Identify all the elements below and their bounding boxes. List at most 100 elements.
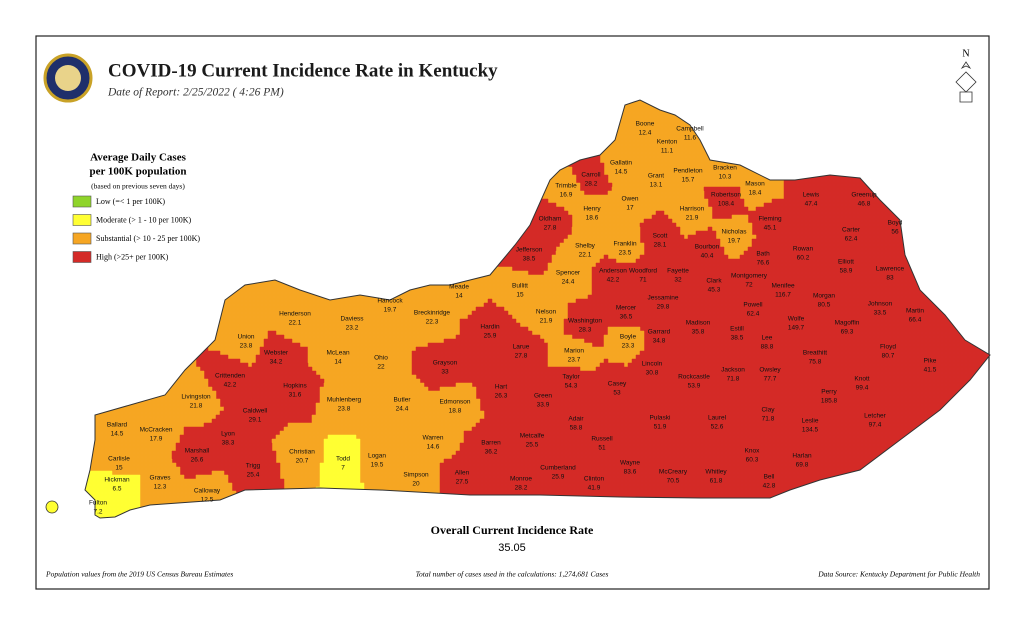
county-value: 23.2: [346, 325, 359, 332]
county-name: Trigg: [246, 463, 261, 470]
county-value: 38.5: [731, 335, 744, 342]
county-value: 12.4: [639, 130, 652, 137]
county-value: 15: [115, 465, 123, 472]
county-name: Harrison: [680, 206, 705, 213]
county-region: [471, 362, 525, 420]
north-label: N: [962, 48, 969, 59]
county-name: Calloway: [194, 488, 221, 495]
county-value: 23.3: [622, 343, 635, 350]
county-name: Lee: [762, 335, 773, 342]
county-value: 19.5: [371, 462, 384, 469]
county-name: Rockcastle: [678, 374, 710, 381]
county-region: [563, 294, 609, 348]
county-name: Muhlenberg: [327, 397, 362, 404]
county-name: Johnson: [868, 301, 893, 308]
county-name: Todd: [336, 456, 350, 463]
county-value: 75.8: [809, 359, 822, 366]
county-value: 26.3: [495, 393, 508, 400]
county-name: Bracken: [713, 165, 737, 172]
county-name: Metcalfe: [520, 433, 545, 440]
seal: [43, 53, 93, 103]
county-value: 18.4: [749, 190, 762, 197]
county-name: Bourbon: [695, 244, 720, 251]
county-value: 24.4: [562, 279, 575, 286]
county-value: 21.9: [686, 215, 699, 222]
county-value: 26.6: [191, 457, 204, 464]
county-value: 23.8: [338, 406, 351, 413]
county-name: Kenton: [657, 139, 678, 146]
county-name: Menifee: [771, 283, 795, 290]
north-arrow: [955, 61, 977, 103]
county-value: 29.8: [657, 304, 670, 311]
overall-value: 35.05: [498, 542, 526, 554]
county-name: Green: [534, 393, 552, 400]
county-value: 149.7: [788, 325, 805, 332]
county-value: 22.1: [289, 320, 302, 327]
legend-swatch: [72, 251, 92, 263]
county-name: Pulaski: [650, 415, 671, 422]
county-value: 23.7: [568, 357, 581, 364]
county-value: 40.4: [701, 253, 714, 260]
state-outline: [84, 99, 991, 519]
county-value: 21.9: [540, 318, 553, 325]
legend-swatch: [72, 195, 92, 208]
county-name: Monroe: [510, 476, 532, 483]
county-region: [519, 370, 565, 424]
county-name: Henry: [583, 206, 601, 213]
county-value: 46.8: [858, 201, 871, 208]
county-value: 18.8: [449, 408, 462, 415]
county-name: Taylor: [562, 374, 580, 381]
county-name: Floyd: [880, 344, 896, 351]
county-name: Trimble: [555, 183, 577, 190]
legend-swatch: [72, 232, 92, 245]
county-region: [603, 222, 645, 264]
county-name: Hardin: [480, 324, 500, 331]
county-value: 70.5: [667, 478, 680, 485]
county-region: [803, 274, 853, 328]
county-name: Grayson: [433, 360, 458, 367]
county-value: 52.6: [711, 424, 724, 431]
county-value: 71.8: [727, 376, 740, 383]
county-region: [627, 350, 681, 396]
county-value: 60.2: [797, 255, 810, 262]
county-name: Breathitt: [803, 350, 827, 357]
county-name: Spencer: [556, 270, 581, 277]
county-region: [747, 322, 793, 360]
county-region: [543, 250, 593, 304]
county-value: 27.8: [515, 353, 528, 360]
county-region: [427, 382, 485, 436]
county-value: 14.6: [427, 444, 440, 451]
county-name: Knott: [854, 376, 869, 383]
county-name: Carroll: [581, 172, 601, 179]
county-name: Powell: [743, 302, 763, 309]
county-value: 27.5: [456, 479, 469, 486]
county-name: Perry: [821, 389, 837, 396]
county-name: Woodford: [629, 268, 657, 275]
footer-left: Population values from the 2019 US Censu…: [45, 570, 233, 579]
county-region: [411, 338, 481, 392]
county-value: 20.7: [296, 458, 309, 465]
overall-label: Overall Current Incidence Rate: [431, 523, 594, 537]
county-name: Graves: [150, 475, 172, 482]
county-region: [591, 358, 645, 420]
county-region: [491, 322, 549, 380]
county-value: 22.3: [426, 319, 439, 326]
county-value: 62.4: [747, 311, 760, 318]
county-value: 32: [674, 277, 682, 284]
county-value: 56: [891, 229, 899, 236]
county-value: 7: [341, 465, 345, 472]
county-name: Pendleton: [673, 168, 703, 175]
county-region: [671, 154, 709, 196]
county-value: 69.3: [841, 329, 854, 336]
county-value: 28.2: [515, 485, 528, 492]
county-region: [751, 354, 801, 396]
county-region: [459, 418, 513, 476]
county-name: Union: [238, 334, 255, 341]
county-value: 53.9: [688, 383, 701, 390]
county-value: 11.1: [661, 148, 674, 155]
county-name: Elliott: [838, 259, 854, 266]
county-value: 10.3: [719, 174, 732, 181]
county-name: Lawrence: [876, 266, 905, 273]
county-name: Henderson: [279, 311, 311, 318]
